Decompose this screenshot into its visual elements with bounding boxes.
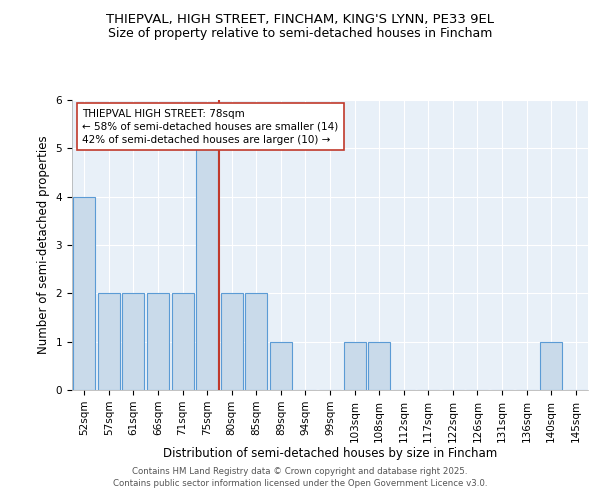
Bar (221, 294, 243, 390)
Bar (73, 196, 95, 390)
Text: THIEPVAL HIGH STREET: 78sqm
← 58% of semi-detached houses are smaller (14)
42% o: THIEPVAL HIGH STREET: 78sqm ← 58% of sem… (82, 108, 338, 145)
Bar (540, 342, 562, 390)
Y-axis label: Number of semi-detached properties: Number of semi-detached properties (37, 136, 50, 354)
Bar (147, 294, 169, 390)
Bar (172, 294, 194, 390)
Text: Contains HM Land Registry data © Crown copyright and database right 2025.
Contai: Contains HM Land Registry data © Crown c… (113, 466, 487, 487)
X-axis label: Distribution of semi-detached houses by size in Fincham: Distribution of semi-detached houses by … (163, 448, 497, 460)
Bar (270, 342, 292, 390)
Bar (196, 148, 218, 390)
Bar (368, 342, 390, 390)
Text: Size of property relative to semi-detached houses in Fincham: Size of property relative to semi-detach… (108, 28, 492, 40)
Bar (122, 294, 145, 390)
Bar (245, 294, 268, 390)
Bar (344, 342, 365, 390)
Text: THIEPVAL, HIGH STREET, FINCHAM, KING'S LYNN, PE33 9EL: THIEPVAL, HIGH STREET, FINCHAM, KING'S L… (106, 12, 494, 26)
Bar (98, 294, 120, 390)
